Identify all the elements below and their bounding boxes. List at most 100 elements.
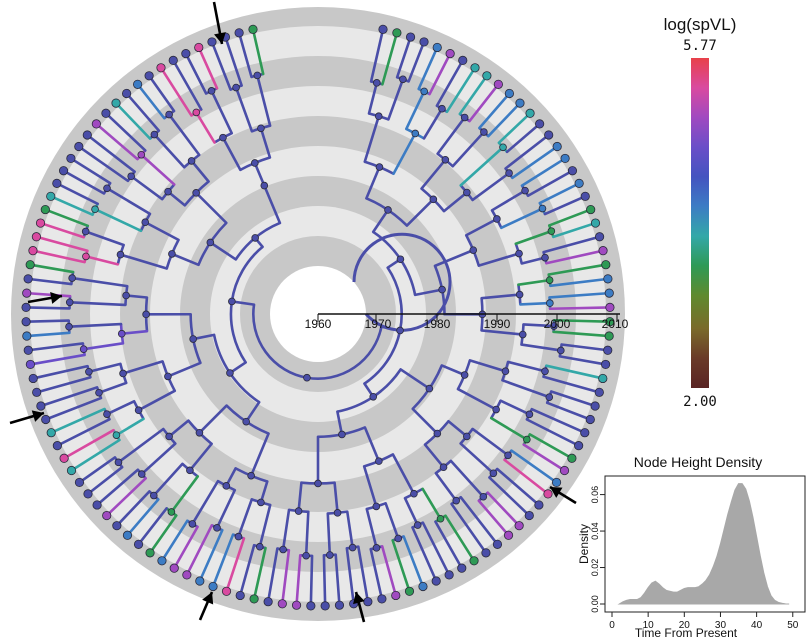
internal-node [429,195,438,204]
tip-node [603,345,613,355]
tip-branch [558,355,607,366]
internal-node [207,87,216,95]
tip-branch [160,519,189,563]
legend-min-label: 2.00 [683,394,717,410]
tip-node [598,246,608,256]
tip-branch [24,306,71,310]
tip-node [83,489,93,499]
tip-branch [552,221,597,239]
tip-branch [369,547,384,601]
internal-branch [520,256,547,265]
time-tick-label: 1960 [305,317,332,331]
tip-node [182,570,192,580]
internal-branch [117,427,165,464]
chart-title: Node Height Density [634,454,762,470]
tip-node [145,548,155,558]
internal-node [82,252,90,261]
legend-color-bar [691,58,709,388]
time-axis: 1960 1970 1980 1990 2000 2010 [305,313,629,331]
internal-node [213,524,221,532]
internal-branch [253,161,266,187]
internal-branch [392,132,417,176]
tip-branch [251,28,265,76]
internal-branch [191,479,220,526]
tip-branch [538,182,581,205]
internal-branch [499,399,531,416]
internal-node [375,457,383,465]
tip-branch [542,235,601,254]
internal-node [438,104,446,113]
internal-node [499,143,507,152]
tip-node [101,108,111,118]
internal-node [480,128,488,136]
internal-node [460,113,469,122]
internal-branch [237,498,254,538]
tip-branch [428,52,452,96]
tip-branch [237,31,253,79]
tip-branch [210,40,232,91]
x-axis-label: Time From Present [635,626,738,640]
tip-branch [552,330,611,338]
tip-branch [545,401,592,421]
tip-node [377,594,387,604]
internal-branch [391,453,416,496]
tip-branch [543,195,587,216]
internal-node [65,322,73,331]
internal-node [85,367,93,376]
tip-node [111,98,121,108]
tip-node [603,274,613,284]
internal-branch [68,301,127,307]
internal-node [114,458,123,467]
internal-node [95,388,103,397]
internal-branch [256,74,272,127]
tip-node [58,166,69,176]
internal-node [165,432,173,441]
internal-branch [477,252,521,267]
internal-branch [464,217,499,237]
internal-branch [459,442,495,475]
highlight-arrow [198,591,214,621]
internal-branch [449,459,485,499]
time-tick-label: 2010 [602,317,629,331]
tip-branch [31,364,89,380]
internal-branch [244,400,261,423]
tip-node [470,63,480,73]
internal-branch [363,426,381,463]
tip-node [66,153,76,164]
tip-node [248,24,258,34]
internal-branch [501,379,551,399]
tip-branch [552,318,612,324]
tip-node [431,576,441,586]
internal-node [394,534,403,543]
tip-branch [184,52,208,95]
internal-node [372,502,381,511]
internal-node [523,435,531,444]
internal-node [314,479,322,488]
tip-branch [86,465,124,496]
tip-node [52,441,62,451]
tip-branch [497,111,532,145]
tip-branch [504,133,550,170]
internal-branch [405,198,435,227]
tip-node [535,119,545,129]
internal-node [372,79,381,87]
internal-node [149,491,158,500]
internal-node [504,451,512,460]
internal-node [505,169,513,177]
internal-node [501,367,510,375]
x-tick-label: 0 [609,620,615,631]
internal-branch [167,113,201,157]
internal-branch [198,404,228,435]
tip-node [419,37,429,47]
internal-node [525,410,534,419]
internal-branch [194,191,228,225]
internal-branch [97,381,128,395]
tip-branch [70,438,121,472]
internal-node [116,250,125,259]
arrow-head [202,592,214,605]
tip-node [168,55,178,66]
tip-branch [407,40,426,83]
tip-branch [522,443,566,472]
internal-node [127,172,135,181]
tip-node [22,288,32,298]
